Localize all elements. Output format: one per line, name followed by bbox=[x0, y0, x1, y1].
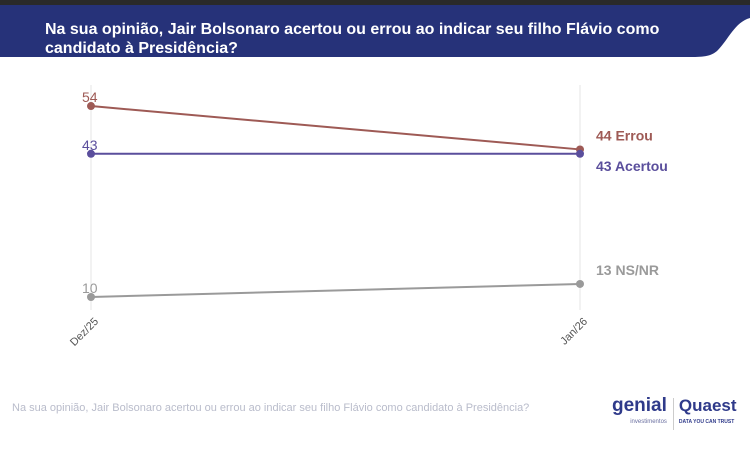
data-point bbox=[87, 293, 95, 301]
genial-logo: genial investimentos bbox=[612, 395, 667, 425]
series-line-errou bbox=[90, 105, 581, 151]
chart-title: Na sua opinião, Jair Bolsonaro acertou o… bbox=[45, 21, 660, 57]
end-label: 13 NS/NR bbox=[596, 262, 659, 278]
data-point bbox=[87, 149, 95, 158]
title-banner bbox=[0, 5, 750, 57]
data-point bbox=[576, 149, 584, 158]
line-chart: Dez/25 Jan/26 54 44 Errou 43 43 Acertou 10 13 N… bbox=[68, 85, 668, 349]
data-point bbox=[87, 102, 95, 111]
footnote: Na sua opinião, Jair Bolsonaro acertou o… bbox=[12, 402, 530, 414]
x-tick-label: Dez/25 bbox=[68, 316, 101, 349]
top-strip bbox=[0, 0, 750, 5]
logos: genial investimentos Quaest DATA YOU CAN T… bbox=[612, 395, 737, 430]
data-label-start: 43 bbox=[82, 137, 98, 153]
series-line-ns/nr bbox=[90, 282, 581, 298]
quaest-logo: Quaest DATA YOU CAN TRUST bbox=[672, 397, 737, 430]
end-label: 43 Acertou bbox=[596, 158, 668, 174]
data-label-start: 10 bbox=[82, 280, 98, 296]
data-label-start: 54 bbox=[82, 89, 98, 105]
x-tick-label: Jan/26 bbox=[558, 316, 590, 348]
end-label: 44 Errou bbox=[596, 127, 653, 143]
data-point bbox=[576, 279, 584, 288]
